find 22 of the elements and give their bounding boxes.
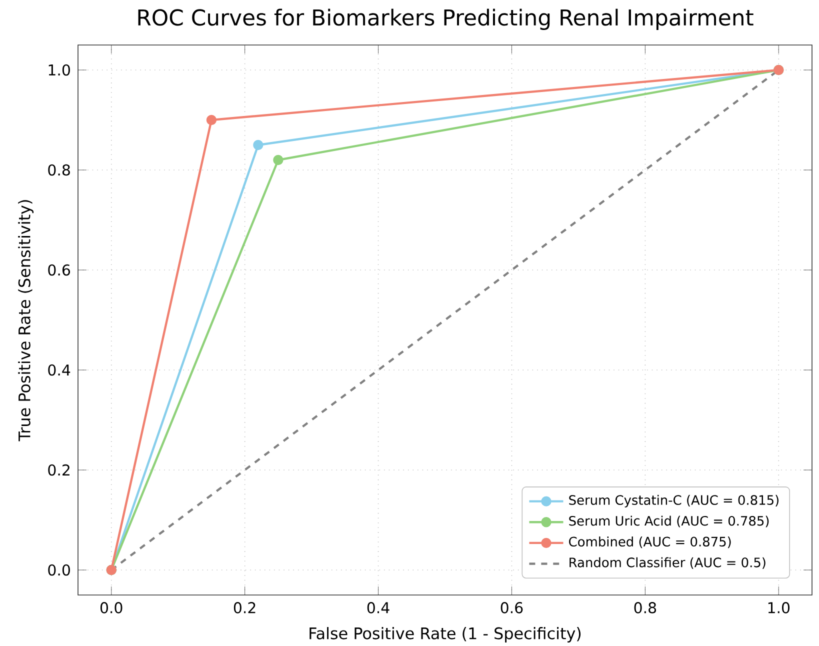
point — [273, 154, 284, 166]
y-tick-label: 0.0 — [48, 564, 70, 576]
y-tick-label: 0.6 — [48, 264, 70, 276]
legend-label: Random Classifier (AUC = 0.5) — [570, 557, 766, 569]
point — [206, 114, 217, 126]
legend-label: Combined (AUC = 0.875) — [569, 536, 731, 548]
y-tick-label: 1.0 — [48, 64, 70, 76]
x-tick-label: 0.8 — [634, 602, 656, 614]
legend-label: Serum Cystatin-C (AUC = 0.815) — [569, 494, 778, 508]
x-tick-label: 1.0 — [768, 602, 790, 614]
y-tick-label: 0.2 — [48, 464, 70, 476]
chart-title: ROC Curves for Biomarkers Predicting Renal Impairment — [138, 8, 754, 30]
y-axis-title: True Positive Rate (Sensitivity) — [18, 200, 34, 442]
y-tick-label: 0.8 — [48, 164, 70, 176]
legend-label: Serum Uric Acid (AUC = 0.785) — [569, 516, 769, 528]
point — [253, 140, 264, 150]
x-tick-label: 0.0 — [100, 602, 122, 614]
x-tick-label: 0.2 — [234, 602, 256, 614]
x-tick-label: 0.4 — [367, 602, 390, 614]
x-tick-label: 0.6 — [500, 602, 523, 614]
x-axis-title: False Positive Rate (1 - Specificity) — [310, 627, 581, 642]
y-tick-label: 0.4 — [48, 364, 70, 376]
